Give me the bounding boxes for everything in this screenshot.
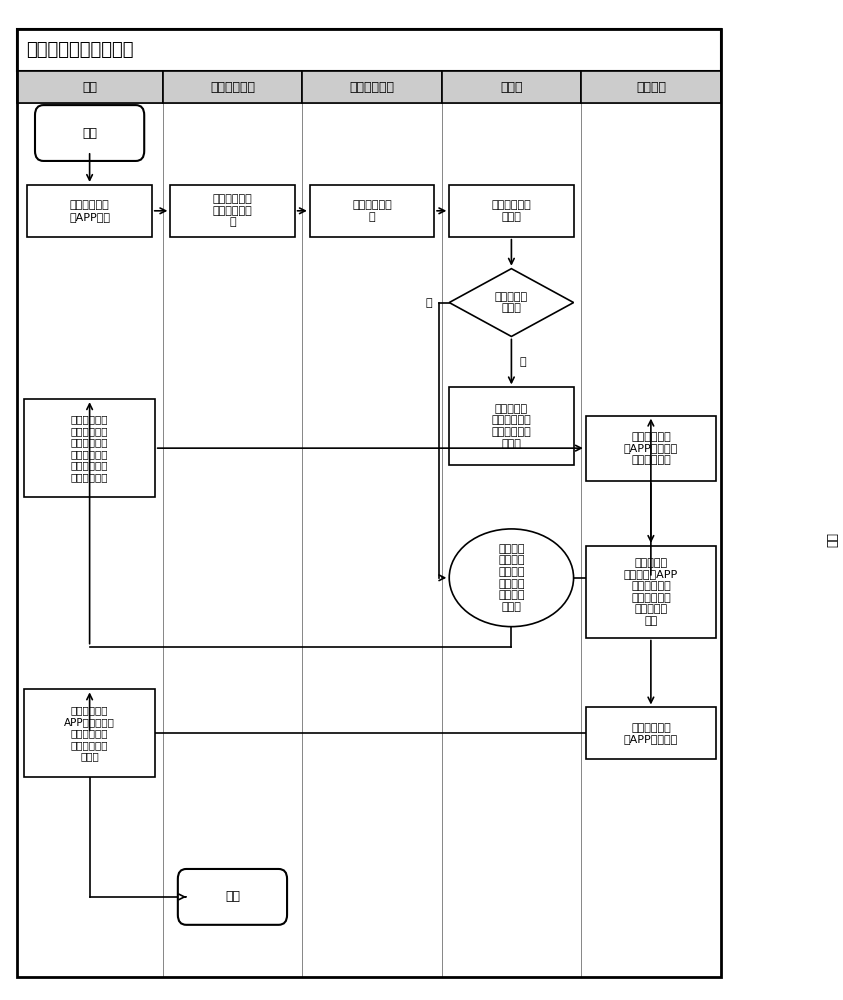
Bar <box>302 71 442 103</box>
Text: 国网客服中心: 国网客服中心 <box>210 81 255 94</box>
Bar <box>581 103 722 977</box>
Text: 现场确认故
障，在手机APP
中选择处理措
施，根据作业
指导卡逐步
操作: 现场确认故 障，在手机APP 中选择处理措 施，根据作业 指导卡逐步 操作 <box>624 558 678 626</box>
Text: 结束: 结束 <box>225 890 240 903</box>
Bar <box>24 689 155 777</box>
Bar <box>586 546 716 638</box>
Bar <box>586 416 716 481</box>
Text: 通过监控
指挥系统
智能派单
至能最快
到达的抢
修人员: 通过监控 指挥系统 智能派单 至能最快 到达的抢 修人员 <box>498 544 524 612</box>
Bar <box>581 71 722 103</box>
FancyBboxPatch shape <box>178 869 287 925</box>
Bar <box>302 103 442 977</box>
Text: 否: 否 <box>520 357 526 367</box>
Text: 派发属地供电
所: 派发属地供电 所 <box>352 200 392 222</box>
Text: 内勤与客户电
话沟通: 内勤与客户电 话沟通 <box>491 200 531 222</box>
FancyBboxPatch shape <box>35 105 144 161</box>
Text: 北京客服中心: 北京客服中心 <box>350 81 395 94</box>
Text: 下达报修工单
到北京客服中
心: 下达报修工单 到北京客服中 心 <box>212 194 252 227</box>
Text: 是否需要现
场处理: 是否需要现 场处理 <box>495 292 528 313</box>
Text: 供电所: 供电所 <box>500 81 523 94</box>
Bar <box>170 185 294 237</box>
Text: 是: 是 <box>426 298 432 308</box>
Text: 接收工单，根
据APP导航指示
奔赴故障现场: 接收工单，根 据APP导航指示 奔赴故障现场 <box>624 432 678 465</box>
Bar <box>17 29 722 977</box>
Bar <box>586 707 716 759</box>
Bar <box>442 103 581 977</box>
Text: 通过掌上电力
APP对抢修人员
的服务质量、
服务态度等进
行评价: 通过掌上电力 APP对抢修人员 的服务质量、 服务态度等进 行评价 <box>64 705 115 762</box>
Text: 内勤联系用
户，电话解决
故障，直接回
复工单: 内勤联系用 户，电话解决 故障，直接回 复工单 <box>491 404 531 449</box>
Text: 故障修复后通
过APP远程回单: 故障修复后通 过APP远程回单 <box>624 723 678 744</box>
Text: 客户: 客户 <box>82 81 97 94</box>
Text: 开始: 开始 <box>82 127 97 140</box>
Bar <box>163 103 302 977</box>
Text: 抢修人员: 抢修人员 <box>636 81 666 94</box>
Bar <box>17 29 722 71</box>
Bar <box>449 387 573 465</box>
Ellipse shape <box>449 529 573 627</box>
Bar <box>449 185 573 237</box>
Text: 查看抢修人员
姓名、照片、
联系电话、地
理位置及预计
到达时间，与
抢修人员互动: 查看抢修人员 姓名、照片、 联系电话、地 理位置及预计 到达时间，与 抢修人员互… <box>71 414 109 482</box>
Text: 电力抢修服务工作流程: 电力抢修服务工作流程 <box>27 41 134 59</box>
Bar <box>28 185 152 237</box>
Text: 阶段: 阶段 <box>827 532 840 547</box>
Bar <box>163 71 302 103</box>
Polygon shape <box>449 269 573 336</box>
Bar <box>309 185 434 237</box>
Bar <box>17 103 163 977</box>
Bar <box>442 71 581 103</box>
Bar <box>24 399 155 497</box>
Text: 电话或掌上电
力APP报修: 电话或掌上电 力APP报修 <box>69 200 110 222</box>
Bar <box>17 71 163 103</box>
